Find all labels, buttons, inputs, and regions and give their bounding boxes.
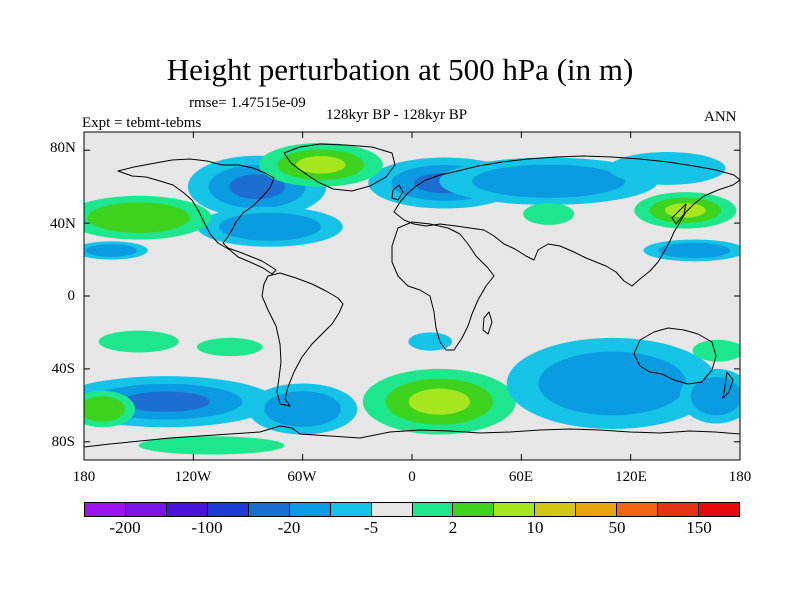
- lat-tick-40s: 40S: [51, 361, 75, 377]
- lon-tick-120e: 120E: [615, 469, 647, 485]
- antarctica-coastline: [84, 425, 740, 448]
- plot-title: Height perturbation at 500 hPa (in m): [166, 52, 634, 87]
- experiment-label: Expt = tebmt-tebms: [82, 115, 202, 131]
- anomaly-contour-12-1: [84, 396, 126, 422]
- colorbar-swatch: [207, 503, 249, 516]
- colorbar-swatch: [494, 503, 536, 516]
- colorbar-label: -5: [363, 518, 379, 537]
- colorbar-swatch: [371, 503, 413, 516]
- anomaly-contour-5-2: [296, 156, 346, 174]
- anomaly-contour-21-0: [138, 436, 285, 455]
- colorbar-swatch: [412, 503, 454, 516]
- anomaly-contour-10-1: [658, 242, 731, 259]
- eurasia-coastline: [393, 155, 740, 287]
- colorbar-label: -20: [277, 518, 301, 537]
- anomaly-contour-7-1: [85, 244, 137, 257]
- colorbar-swatch: [289, 503, 331, 516]
- anomaly-contour-1-1: [472, 164, 626, 198]
- anomaly-contour-11-2: [122, 391, 210, 412]
- lon-tick-60e: 60E: [508, 469, 534, 485]
- colorbar-swatch: [576, 503, 618, 516]
- anomaly-contour-17-0: [408, 332, 453, 351]
- lon-tick-180w: 180: [72, 469, 96, 485]
- anomaly-contour-6-1: [87, 202, 190, 233]
- colorbar-swatch: [658, 503, 700, 516]
- anomaly-contour-20-0: [692, 339, 740, 362]
- australia-coastline: [633, 327, 717, 385]
- madagascar-coastline: [482, 311, 493, 335]
- colorbar-swatch: [453, 503, 495, 516]
- africa-coastline: [391, 221, 495, 351]
- period-label: 128kyr BP - 128kyr BP: [326, 107, 468, 123]
- anomaly-contour-3-2: [229, 174, 285, 200]
- lat-tick-40n: 40N: [50, 216, 76, 232]
- anomaly-contour-9-0: [523, 203, 575, 225]
- lon-tick-60w: 60W: [287, 469, 317, 485]
- colorbar-swatch: [617, 503, 659, 516]
- lon-tick-120w: 120W: [174, 469, 212, 485]
- lon-tick-0: 0: [408, 469, 416, 485]
- anomaly-contour-2-0: [608, 152, 726, 185]
- colorbar-label: -100: [191, 518, 223, 537]
- anomaly-contour-15-1: [264, 391, 341, 427]
- colorbar-label: 10: [526, 518, 544, 537]
- lat-tick-80n: 80N: [50, 140, 76, 156]
- coastline-layer: [84, 143, 740, 448]
- new-zealand-coastline: [722, 371, 734, 399]
- anomaly-contour-18-1: [538, 351, 687, 416]
- anomaly-fill-layer: [84, 142, 740, 455]
- south-america-coastline: [261, 272, 344, 407]
- greenland-coastline: [283, 143, 396, 192]
- colorbar-label: -200: [109, 518, 141, 537]
- anomaly-contour-19-1: [690, 377, 740, 416]
- colorbar-label: 150: [686, 518, 712, 537]
- lat-tick-eq: 0: [67, 288, 76, 304]
- colorbar-swatch: [248, 503, 290, 516]
- colorbar-swatch: [699, 503, 739, 516]
- colorbar-swatch: [330, 503, 372, 516]
- anomaly-contour-4-1: [218, 212, 321, 241]
- anomaly-contour-8-2: [664, 203, 706, 218]
- colorbar-swatch: [535, 503, 577, 516]
- season-label: ANN: [704, 109, 737, 125]
- lon-tick-180e: 180: [728, 469, 752, 485]
- colorbar-swatch: [85, 503, 126, 516]
- anomaly-contour-16-2: [408, 388, 470, 415]
- colorbar-swatch: [125, 503, 167, 516]
- axis-tick-marks: [83, 132, 741, 460]
- anomaly-contour-13-0: [98, 330, 179, 353]
- colorbar-swatch: [166, 503, 208, 516]
- anomaly-contour-14-0: [196, 337, 263, 357]
- colorbar: [84, 502, 740, 517]
- colorbar-label: 2: [448, 518, 458, 537]
- british-isles-coastline: [391, 184, 404, 201]
- colorbar-label: 50: [608, 518, 626, 537]
- japan-coastline: [671, 203, 687, 225]
- north-america-coastline: [117, 158, 277, 275]
- lat-tick-80s: 80S: [51, 434, 75, 450]
- rmse-label: rmse= 1.47515e-09: [189, 95, 306, 111]
